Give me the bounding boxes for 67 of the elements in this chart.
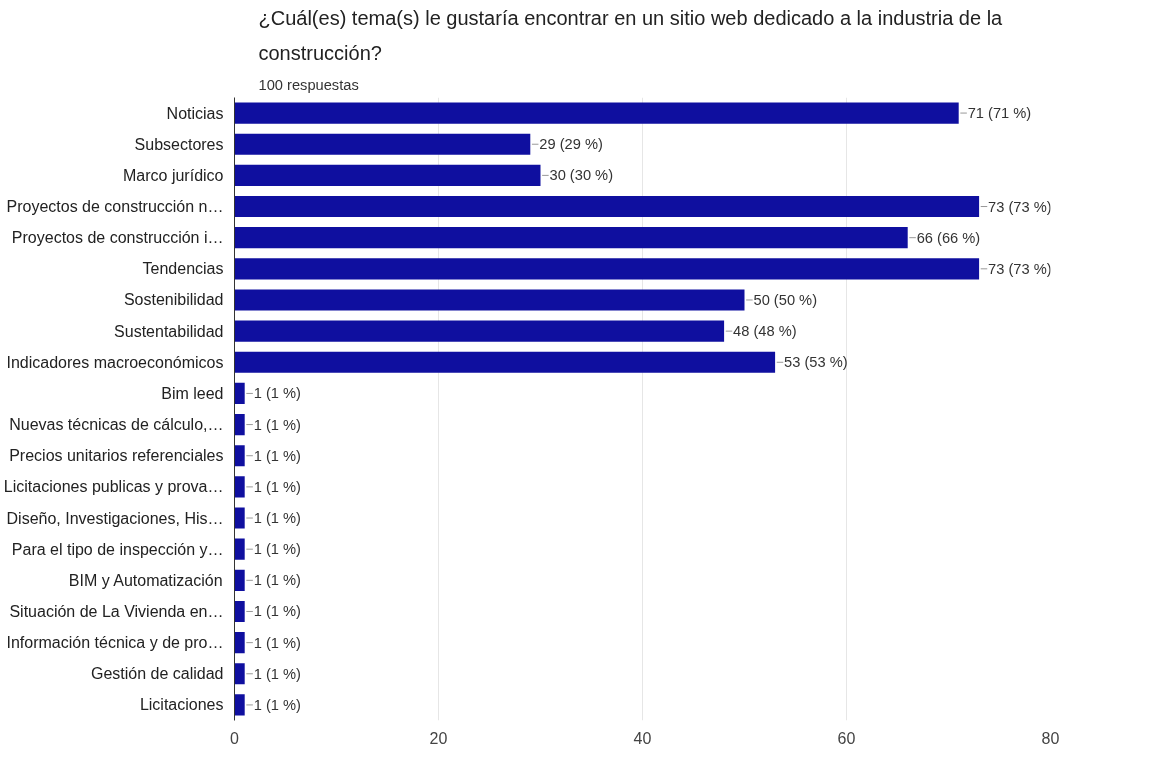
y-tick-label: Noticias [166, 104, 224, 122]
bar [234, 663, 245, 685]
data-label: 1 (1 %) [253, 665, 301, 682]
data-label: 66 (66 %) [916, 229, 981, 246]
bar [234, 195, 980, 218]
x-tick-label: 40 [633, 729, 652, 747]
bar [234, 413, 245, 436]
x-tick-label: 0 [230, 729, 240, 747]
data-label: 1 (1 %) [253, 510, 301, 527]
y-tick-label: Subsectores [134, 135, 224, 153]
y-tick-label: Tendencias [142, 260, 224, 278]
data-label: 1 (1 %) [253, 478, 301, 495]
data-label: 1 (1 %) [253, 447, 301, 464]
bar [234, 507, 245, 529]
data-label: 53 (53 %) [784, 354, 848, 371]
bar [234, 694, 245, 716]
data-label: 1 (1 %) [253, 385, 301, 402]
y-tick-label: Gestión de calidad [90, 665, 224, 683]
bar [234, 569, 245, 591]
y-tick-label: Información técnica y de pro… [6, 634, 224, 652]
bar [234, 227, 908, 249]
chart-title: ¿Cuál(es) tema(s) le gustaría encontrar en un sitio web dedicado a la industria de la construcción? [258, 7, 1004, 65]
bar [234, 632, 245, 654]
bar [234, 382, 245, 405]
data-label: 1 (1 %) [253, 541, 301, 558]
data-label: 30 (30 %) [549, 167, 614, 184]
y-tick-label: Situación de La Vivienda en… [9, 602, 224, 620]
bar [234, 600, 245, 623]
data-label: 1 (1 %) [253, 696, 301, 713]
y-tick-label: Proyectos de construcción i… [11, 229, 224, 247]
y-tick-label: Nuevas técnicas de cálculo,… [9, 416, 224, 434]
data-label: 73 (73 %) [988, 260, 1052, 277]
x-tick-label: 60 [837, 729, 856, 747]
data-label: 50 (50 %) [753, 291, 818, 308]
data-label: 1 (1 %) [253, 416, 301, 433]
y-tick-label: BIM y Automatización [68, 571, 223, 589]
bar [234, 538, 245, 560]
chart-subtitle: 100 respuestas [258, 76, 359, 93]
bar [234, 164, 541, 186]
bar [234, 476, 245, 498]
bar [234, 289, 745, 311]
y-tick-label: Bim leed [161, 384, 224, 402]
y-tick-label: Proyectos de construcción n… [6, 198, 224, 216]
x-tick-label: 80 [1041, 729, 1060, 747]
bar [234, 258, 980, 280]
y-tick-label: Precios unitarios referenciales [9, 447, 224, 465]
data-label: 29 (29 %) [539, 136, 603, 153]
data-label: 1 (1 %) [253, 634, 301, 651]
y-tick-label: Indicadores macroeconómicos [6, 353, 224, 371]
y-tick-label: Sustentabilidad [114, 322, 224, 340]
y-tick-label: Marco jurídico [123, 166, 224, 184]
bar [234, 445, 245, 467]
bar [234, 351, 776, 373]
data-label: 48 (48 %) [733, 323, 797, 340]
y-tick-label: Para el tipo de inspección y… [11, 540, 224, 558]
y-tick-label: Licitaciones publicas y prova… [3, 478, 224, 496]
bar [234, 133, 531, 155]
data-label: 73 (73 %) [988, 198, 1052, 215]
data-label: 1 (1 %) [253, 603, 301, 620]
y-tick-label: Diseño, Investigaciones, His… [6, 509, 224, 527]
y-tick-label: Sostenibilidad [123, 291, 224, 309]
data-label: 71 (71 %) [967, 105, 1032, 122]
x-tick-label: 20 [429, 729, 448, 747]
data-label: 1 (1 %) [253, 572, 301, 589]
bar [234, 102, 959, 124]
bar [234, 320, 725, 342]
y-tick-label: Licitaciones [139, 696, 224, 714]
